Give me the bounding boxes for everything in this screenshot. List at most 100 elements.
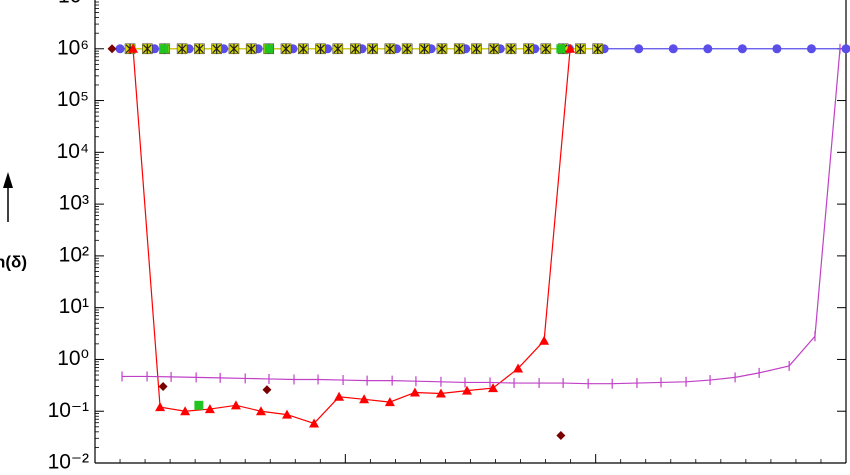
marker-triangle [435, 388, 446, 398]
marker-star [333, 43, 343, 54]
marker-star [229, 43, 239, 54]
data-point [401, 43, 413, 55]
marker-triangle [461, 385, 472, 395]
marker-star [402, 43, 412, 54]
data-point [107, 44, 117, 54]
data-point [142, 43, 153, 55]
data-point [436, 43, 448, 55]
data-point [350, 43, 361, 55]
marker-square [264, 44, 274, 54]
marker-square [556, 44, 566, 54]
marker-triangle [255, 406, 266, 416]
marker-triangle [282, 409, 293, 419]
marker-diamond [556, 430, 566, 440]
data-point [211, 43, 222, 55]
marker-circle [115, 44, 125, 54]
marker-triangle [309, 418, 320, 428]
data-point [384, 397, 395, 407]
data-point [262, 385, 272, 395]
data-point [488, 43, 500, 55]
marker-triangle [230, 400, 241, 410]
marker-star [142, 43, 152, 54]
marker-star [524, 43, 534, 54]
marker-circle [737, 44, 747, 54]
marker-circle [772, 44, 782, 54]
data-point [453, 43, 465, 55]
marker-star [506, 43, 516, 54]
data-point [540, 43, 552, 55]
data-point [297, 43, 309, 55]
marker-triangle [155, 402, 166, 412]
marker-star [316, 43, 325, 54]
marker-triangle [204, 404, 215, 414]
marker-diamond [158, 382, 168, 392]
data-point [523, 43, 534, 55]
y-tick-label: 10⁷ [58, 0, 89, 8]
y-tick-label: 10⁴ [57, 140, 89, 163]
marker-square [159, 44, 169, 54]
data-point [115, 44, 125, 54]
marker-triangle [384, 397, 395, 407]
data-point [282, 409, 293, 419]
data-point [737, 44, 747, 54]
data-point [334, 391, 345, 401]
data-point [155, 402, 166, 412]
marker-star [593, 43, 603, 54]
data-point [841, 44, 850, 54]
data-point [128, 43, 139, 53]
data-point [575, 43, 586, 55]
data-point [488, 383, 499, 393]
y-tick-label: 10⁶ [57, 36, 89, 59]
data-point [315, 43, 326, 55]
marker-star [385, 43, 395, 54]
data-point [539, 335, 550, 345]
y-tick-label: 10⁻² [48, 451, 89, 474]
data-point [409, 387, 420, 397]
data-point [419, 43, 430, 55]
data-point [668, 44, 678, 54]
marker-circle [634, 44, 644, 54]
marker-square [194, 400, 204, 410]
data-point [367, 43, 378, 55]
data-point [461, 385, 472, 395]
y-tick-label: 10⁻¹ [48, 399, 89, 422]
data-point [772, 44, 782, 54]
data-point [471, 43, 482, 55]
data-point [194, 400, 204, 410]
marker-star [298, 43, 308, 54]
series-line [132, 48, 571, 425]
data-point [384, 43, 396, 55]
marker-triangle [409, 387, 420, 397]
marker-triangle [180, 406, 191, 416]
marker-triangle [513, 363, 524, 373]
y-label-arrow [3, 172, 13, 222]
data-point [505, 43, 517, 55]
marker-star [454, 43, 464, 54]
marker-star [350, 43, 360, 54]
data-point [565, 43, 576, 53]
y-tick-label: 10¹ [59, 295, 89, 318]
data-point [159, 44, 169, 54]
data-point [158, 382, 168, 392]
y-tick-label: 10³ [59, 192, 89, 215]
data-point [332, 43, 344, 55]
data-point [435, 388, 446, 398]
marker-triangle [359, 394, 370, 404]
data-point [513, 363, 524, 373]
data-point [228, 43, 240, 55]
data-point [204, 404, 215, 414]
data-point [230, 400, 241, 410]
data-point [245, 43, 257, 55]
marker-star [541, 43, 551, 54]
marker-star [420, 43, 429, 54]
marker-star [281, 43, 291, 54]
data-point [359, 394, 370, 404]
marker-circle [703, 44, 713, 54]
marker-triangle [539, 335, 550, 345]
marker-circle [668, 44, 678, 54]
data-point [556, 44, 566, 54]
y-tick-label: 10² [59, 243, 89, 266]
data-point [176, 43, 188, 55]
marker-diamond [107, 44, 117, 54]
